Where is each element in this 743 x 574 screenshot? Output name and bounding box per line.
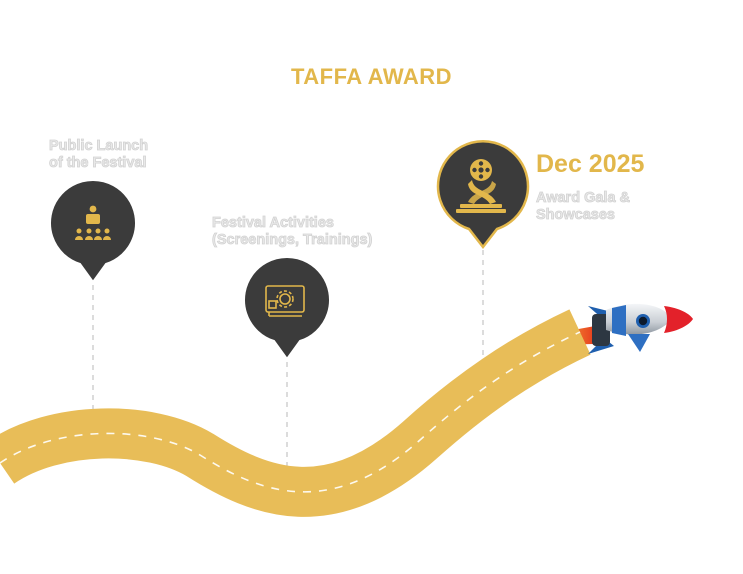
milestone-pin-1 — [49, 179, 137, 284]
milestone-label-2-line-2: (Screenings, Trainings) — [212, 232, 373, 249]
rocket-icon — [588, 303, 693, 354]
screen-gear-icon — [265, 285, 305, 317]
milestone-label-1-line-2: of the Festival — [49, 155, 147, 172]
film-reel-trophy-icon — [456, 159, 506, 213]
milestone-label-2-line-1: Festival Activities — [212, 215, 335, 232]
audience-speaker-icon — [75, 205, 111, 240]
page-title: TAFFA AWARD — [290, 64, 453, 89]
winding-road — [0, 309, 591, 517]
milestone-pin-2 — [243, 256, 331, 361]
milestone-label-3-line-1: Award Gala & — [536, 190, 631, 207]
milestone-label-2: Festival Activities (Screenings, Trainin… — [212, 215, 373, 249]
milestone-label-1: Public Launch of the Festival — [49, 138, 149, 172]
milestone-label-3-line-2: Showcases — [536, 207, 616, 224]
milestone-date-3: Dec 2025 — [536, 150, 645, 178]
milestone-label-3: Award Gala & Showcases — [536, 190, 631, 224]
milestone-label-1-line-1: Public Launch — [49, 138, 149, 155]
milestone-pin-3 — [436, 139, 530, 250]
